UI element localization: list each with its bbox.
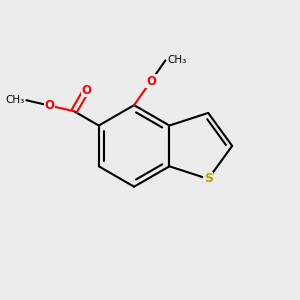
Text: S: S <box>204 172 213 185</box>
Text: O: O <box>146 75 156 88</box>
Text: O: O <box>44 99 54 112</box>
Text: CH₃: CH₃ <box>5 95 24 105</box>
Text: CH₃: CH₃ <box>167 56 187 65</box>
Text: O: O <box>81 84 91 97</box>
